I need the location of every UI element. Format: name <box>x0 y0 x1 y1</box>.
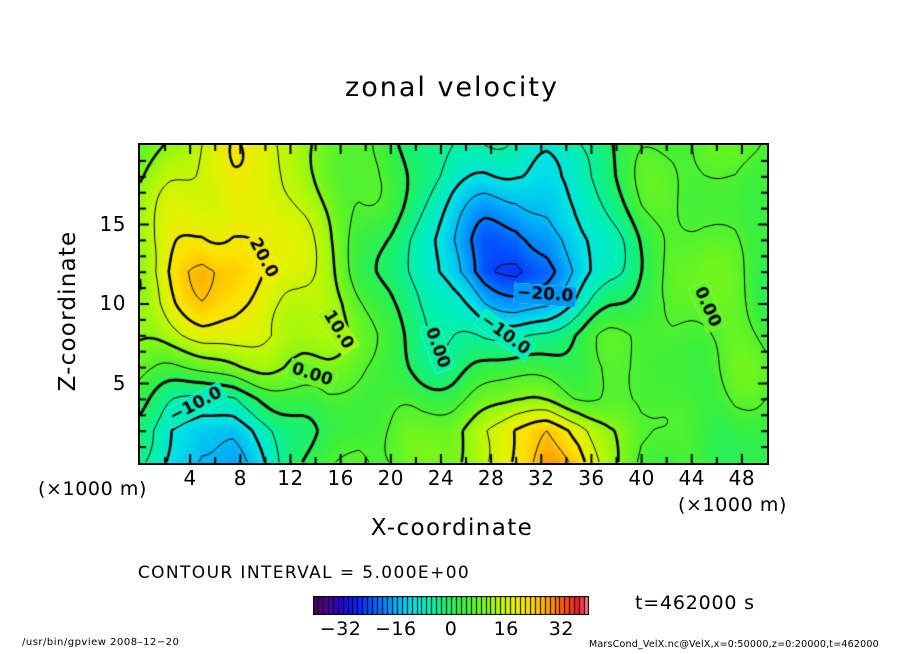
footer-dataset-label: MarsCond_VelX.nc@VelX,x=0:50000,z=0:2000… <box>589 639 879 650</box>
page-title: zonal velocity <box>345 72 559 103</box>
x-tick-36: 36 <box>578 466 605 490</box>
y-axis-unit-label: (×1000 m) <box>38 478 148 500</box>
colorbar-tick--32: −32 <box>319 618 362 640</box>
x-tick-4: 4 <box>183 466 197 490</box>
x-tick-32: 32 <box>528 466 555 490</box>
x-axis-unit-label: (×1000 m) <box>678 494 788 516</box>
contour-interval-caption: CONTOUR INTERVAL = 5.000E+00 <box>0 563 904 583</box>
colorbar-gradient <box>313 596 589 615</box>
x-tick-24: 24 <box>427 466 455 490</box>
x-tick-28: 28 <box>477 466 505 490</box>
x-tick-8: 8 <box>233 466 247 490</box>
x-tick-48: 48 <box>728 466 756 490</box>
y-tick-5: 5 <box>112 370 126 395</box>
colorbar-tick-0: 0 <box>444 618 458 640</box>
colorbar[interactable] <box>313 596 589 615</box>
x-axis-title: X-coordinate <box>370 515 534 541</box>
y-tick-15: 15 <box>99 211 126 236</box>
time-label: t=462000 s <box>635 592 755 614</box>
x-tick-12: 12 <box>277 466 304 490</box>
x-tick-16: 16 <box>327 466 354 490</box>
x-tick-44: 44 <box>678 466 705 490</box>
y-axis-title: Z-coordinate <box>55 230 81 392</box>
colorbar-tick-16: 16 <box>493 618 519 640</box>
contour-plot-area[interactable] <box>138 143 769 465</box>
contour-interval-text: CONTOUR INTERVAL = 5.000E+00 <box>137 563 471 583</box>
footer-command-label: /usr/bin/gpview 2008–12−20 <box>22 637 180 648</box>
x-tick-20: 20 <box>377 466 405 490</box>
colorbar-tick-32: 32 <box>548 618 574 640</box>
colorbar-tick--16: −16 <box>374 618 417 640</box>
contour-field-canvas <box>140 145 767 463</box>
y-tick-10: 10 <box>99 291 126 315</box>
x-tick-40: 40 <box>628 466 655 490</box>
